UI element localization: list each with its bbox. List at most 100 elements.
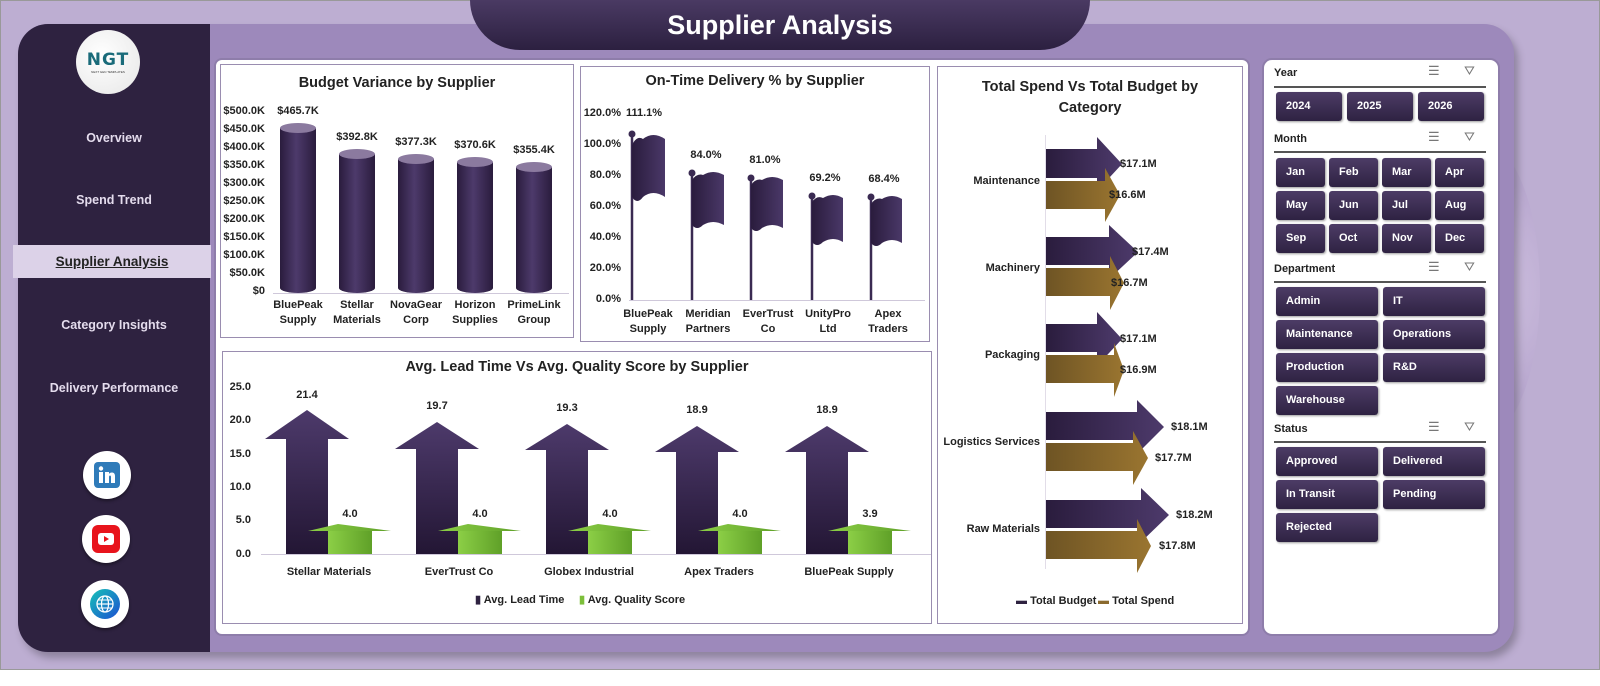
x-label: BluePeak Supply: [804, 566, 894, 578]
page-title: Supplier Analysis: [470, 0, 1090, 50]
slicer-status-delivered[interactable]: Delivered: [1383, 447, 1485, 476]
slicer-month-sep[interactable]: Sep: [1276, 224, 1325, 253]
website-button[interactable]: [81, 580, 129, 628]
slicer-status-pending[interactable]: Pending: [1383, 480, 1485, 509]
y-tick: 100.0%: [583, 138, 621, 150]
multi-select-icon[interactable]: ☰: [1428, 419, 1440, 434]
slicer-dept-maintenance[interactable]: Maintenance: [1276, 320, 1378, 349]
bar: [785, 426, 911, 554]
data-label: $18.1M: [1171, 421, 1208, 433]
slicer-status-rejected[interactable]: Rejected: [1276, 513, 1378, 542]
spend-vs-budget-chart: Total Spend Vs Total Budget by Category …: [937, 66, 1243, 624]
legend-total-spend: ▬ Total Spend: [1098, 595, 1175, 607]
linkedin-icon: [94, 462, 120, 488]
data-label: 3.9: [862, 508, 878, 520]
data-label: 4.0: [732, 508, 748, 520]
slicer-year-2026[interactable]: 2026: [1418, 92, 1484, 121]
legend-avg-quality-score: ▮ Avg. Quality Score: [579, 594, 686, 606]
y-tick: $200.0K: [223, 213, 265, 225]
arrow-bars: [1046, 137, 1169, 573]
slicer-title-month: Month: [1274, 133, 1307, 145]
x-label: Apex Traders: [868, 308, 908, 335]
y-tick: 120.0%: [583, 107, 621, 119]
bar[interactable]: [280, 123, 316, 293]
slicer-month-jun[interactable]: Jun: [1329, 191, 1378, 220]
slicer-year-2024[interactable]: 2024: [1276, 92, 1342, 121]
x-label: Stellar Materials: [333, 299, 381, 326]
slicer-dept-warehouse[interactable]: Warehouse: [1276, 386, 1378, 415]
clear-filter-icon[interactable]: ⛛: [1464, 259, 1475, 274]
bar[interactable]: [339, 149, 375, 293]
bar: [628, 130, 665, 300]
data-label: $18.2M: [1176, 509, 1213, 521]
slicer-dept-production[interactable]: Production: [1276, 353, 1378, 382]
data-label: $355.4K: [513, 144, 555, 156]
slicer-dept-it[interactable]: IT: [1383, 287, 1485, 316]
slicer-year-2025[interactable]: 2025: [1347, 92, 1413, 121]
data-label: 69.2%: [809, 172, 841, 184]
legend-avg-lead-time: ▮ Avg. Lead Time: [475, 594, 565, 606]
bar: [1046, 137, 1122, 222]
slicer-month-mar[interactable]: Mar: [1382, 158, 1431, 187]
y-axis: [1045, 135, 1046, 569]
clear-filter-icon[interactable]: ⛛: [1464, 419, 1475, 434]
slicer-dept-operations[interactable]: Operations: [1383, 320, 1485, 349]
clear-filter-icon[interactable]: ⛛: [1464, 63, 1475, 78]
slicer-title-status: Status: [1274, 423, 1308, 435]
data-label: 111.1%: [625, 107, 663, 119]
slicer-month-nov[interactable]: Nov: [1382, 224, 1431, 253]
sidebar-item-delivery-performance[interactable]: Delivery Performance: [49, 381, 179, 395]
y-tick: $500.0K: [223, 105, 265, 117]
y-tick: $300.0K: [223, 177, 265, 189]
budget-variance-chart: Budget Variance by Supplier $500.0K $450…: [220, 64, 574, 338]
sidebar-item-supplier-analysis[interactable]: Supplier Analysis: [13, 245, 211, 278]
divider: [1274, 441, 1486, 443]
y-tick: 25.0: [229, 381, 251, 393]
slicer-status-approved[interactable]: Approved: [1276, 447, 1378, 476]
bar[interactable]: [516, 162, 552, 293]
youtube-icon: [92, 525, 120, 553]
sidebar-item-spend-trend[interactable]: Spend Trend: [76, 193, 152, 207]
y-tick: 0.0%: [595, 293, 621, 305]
slicer-month-dec[interactable]: Dec: [1435, 224, 1484, 253]
multi-select-icon[interactable]: ☰: [1428, 63, 1440, 78]
data-label: $16.7M: [1111, 277, 1148, 289]
data-label: 19.3: [556, 402, 578, 414]
slicer-dept-rnd[interactable]: R&D: [1383, 353, 1485, 382]
sidebar-item-category-insights[interactable]: Category Insights: [61, 318, 167, 332]
x-axis: [629, 300, 925, 301]
multi-select-icon[interactable]: ☰: [1428, 259, 1440, 274]
x-axis: [261, 554, 931, 555]
youtube-button[interactable]: [82, 515, 130, 563]
x-label: PrimeLink Group: [507, 299, 561, 326]
y-tick: $250.0K: [223, 195, 265, 207]
slicer-dept-admin[interactable]: Admin: [1276, 287, 1378, 316]
data-label: 4.0: [602, 508, 618, 520]
slicer-month-jan[interactable]: Jan: [1276, 158, 1325, 187]
lead-time-quality-chart: Avg. Lead Time Vs Avg. Quality Score by …: [222, 351, 932, 624]
sidebar-item-overview[interactable]: Overview: [86, 131, 142, 145]
slicer-month-jul[interactable]: Jul: [1382, 191, 1431, 220]
slicer-status-in-transit[interactable]: In Transit: [1276, 480, 1378, 509]
bar[interactable]: [398, 154, 434, 293]
data-label: $17.1M: [1120, 158, 1157, 170]
slicer-month-oct[interactable]: Oct: [1329, 224, 1378, 253]
x-label: Horizon Supplies: [452, 299, 498, 326]
linkedin-button[interactable]: [83, 451, 131, 499]
slicer-title-department: Department: [1274, 263, 1336, 275]
divider: [1274, 281, 1486, 283]
bar[interactable]: [457, 157, 493, 293]
slicer-month-aug[interactable]: Aug: [1435, 191, 1484, 220]
slicer-month-may[interactable]: May: [1276, 191, 1325, 220]
slicer-month-apr[interactable]: Apr: [1435, 158, 1484, 187]
data-label: 81.0%: [749, 154, 781, 166]
bar: [525, 424, 651, 554]
slicer-month-feb[interactable]: Feb: [1329, 158, 1378, 187]
category-label: Logistics Services: [943, 436, 1040, 448]
flag-bars: [628, 130, 902, 300]
bar: [1046, 488, 1169, 573]
multi-select-icon[interactable]: ☰: [1428, 129, 1440, 144]
clear-filter-icon[interactable]: ⛛: [1464, 129, 1475, 144]
slicer-title-year: Year: [1274, 67, 1298, 79]
chart-title: Avg. Lead Time Vs Avg. Quality Score by …: [405, 359, 749, 375]
